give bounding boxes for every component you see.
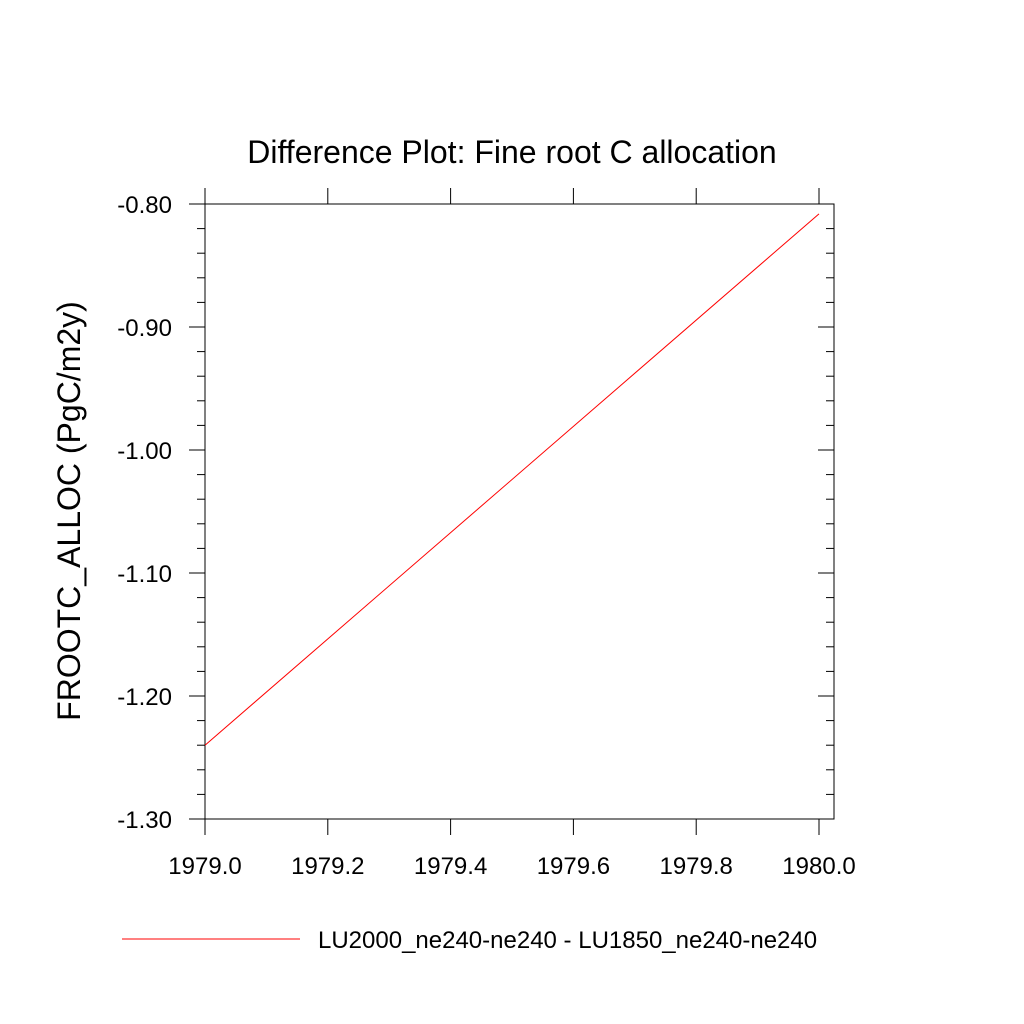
chart-title: Difference Plot: Fine root C allocation bbox=[247, 134, 776, 170]
y-tick-label: -1.30 bbox=[117, 807, 172, 834]
axis-ticks bbox=[189, 188, 834, 835]
y-tick-label: -1.20 bbox=[117, 684, 172, 711]
y-tick-label: -1.10 bbox=[117, 561, 172, 588]
y-tick-label: -0.80 bbox=[117, 192, 172, 219]
y-tick-label: -0.90 bbox=[117, 315, 172, 342]
axis-tick-labels: 1979.0 1979.2 1979.4 1979.6 1979.8 1980.0 -0.8… bbox=[117, 192, 855, 880]
x-tick-label: 1979.6 bbox=[537, 853, 610, 880]
x-tick-label: 1980.0 bbox=[782, 853, 855, 880]
series-line bbox=[204, 213, 820, 746]
y-tick-label: -1.00 bbox=[117, 438, 172, 465]
x-tick-label: 1979.0 bbox=[168, 853, 241, 880]
y-axis-label: FROOTC_ALLOC (PgC/m2y) bbox=[51, 301, 87, 721]
plot-frame bbox=[204, 203, 835, 820]
x-tick-label: 1979.4 bbox=[414, 853, 487, 880]
legend-label: LU2000_ne240-ne240 - LU1850_ne240-ne240 bbox=[318, 927, 817, 954]
x-tick-label: 1979.2 bbox=[291, 853, 364, 880]
x-tick-label: 1979.8 bbox=[659, 853, 732, 880]
series-layer bbox=[204, 213, 820, 746]
